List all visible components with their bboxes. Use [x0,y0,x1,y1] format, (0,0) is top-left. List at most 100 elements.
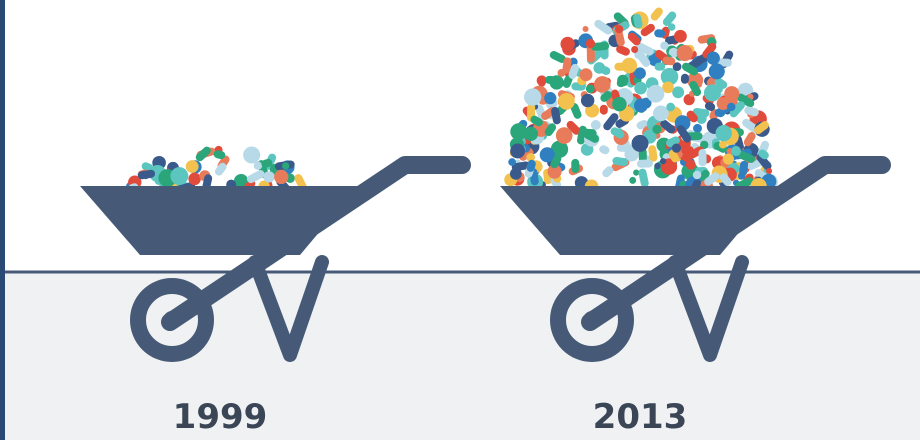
pill [676,45,693,62]
pill [188,172,201,186]
capsule [568,63,580,79]
wheelbarrow [80,156,471,362]
pill [510,143,526,159]
capsule [754,121,769,135]
pill [668,47,679,58]
pill [274,169,289,185]
capsule [719,173,732,187]
pill [727,102,736,112]
pill [634,81,647,95]
capsule [654,29,666,38]
capsule [261,158,273,168]
capsule [681,62,699,76]
pill [580,93,595,108]
capsule [137,169,156,180]
pill [631,134,649,152]
capsule [603,113,619,131]
wheelbarrow [500,156,891,362]
pill [585,38,596,49]
pill [555,127,573,144]
pill [560,36,575,52]
capsule [650,7,663,21]
pill [654,162,661,170]
pill [233,174,249,189]
pill [263,171,275,183]
capsule [662,56,676,66]
pill [550,140,569,158]
pill [633,169,640,176]
capsule [680,73,689,84]
pill [590,120,601,130]
capsule [550,154,562,169]
capsule [599,145,610,155]
pill [667,23,676,31]
capsule [640,23,655,37]
capsule [714,77,728,89]
capsule [599,104,608,115]
capsule [570,103,582,119]
pill [538,79,546,87]
capsule [616,143,633,152]
pill [660,67,679,86]
pill [666,102,676,112]
pill [715,125,732,142]
capsule [594,19,613,35]
pill [282,162,290,170]
capsule [616,45,630,56]
capsule [686,110,698,123]
capsule [583,130,600,143]
capsule [681,146,694,155]
pill [558,93,575,110]
pill [672,86,685,99]
capsule [602,166,614,178]
pill [170,167,189,185]
pill [683,94,695,106]
pill [253,161,263,170]
capsule [591,42,610,51]
pill [660,41,669,50]
capsule [562,57,572,74]
pill [593,76,611,93]
pill [671,143,682,153]
capsule [692,107,710,118]
capsule [648,145,658,162]
capsule [654,62,666,71]
handle [581,156,891,331]
pill [652,124,662,134]
pill [730,146,741,157]
pill [674,29,687,43]
pill [765,167,773,175]
pill [633,67,646,80]
capsule [638,168,649,188]
pill [653,105,669,122]
capsule [246,170,265,184]
capsule [698,149,707,167]
pill [718,140,727,149]
handle [161,156,471,331]
capsule [729,101,745,118]
pill [539,147,555,163]
pill [612,96,627,112]
capsule [549,51,566,63]
capsule [636,42,654,56]
pill [659,158,667,165]
pill [716,97,730,111]
pill [617,74,629,86]
capsule [662,11,677,26]
capsule [704,172,720,186]
pill [510,123,528,141]
capsule [141,162,154,172]
left-border [0,0,5,440]
capsule [213,150,226,160]
capsule [610,127,625,139]
pill [703,84,721,102]
capsule [562,75,573,88]
capsule [600,91,612,102]
wheel [550,278,634,362]
pill [699,140,709,150]
artwork [80,7,891,362]
pill [243,146,261,164]
pill [722,153,735,165]
capsule [530,115,543,127]
pill [579,68,593,82]
